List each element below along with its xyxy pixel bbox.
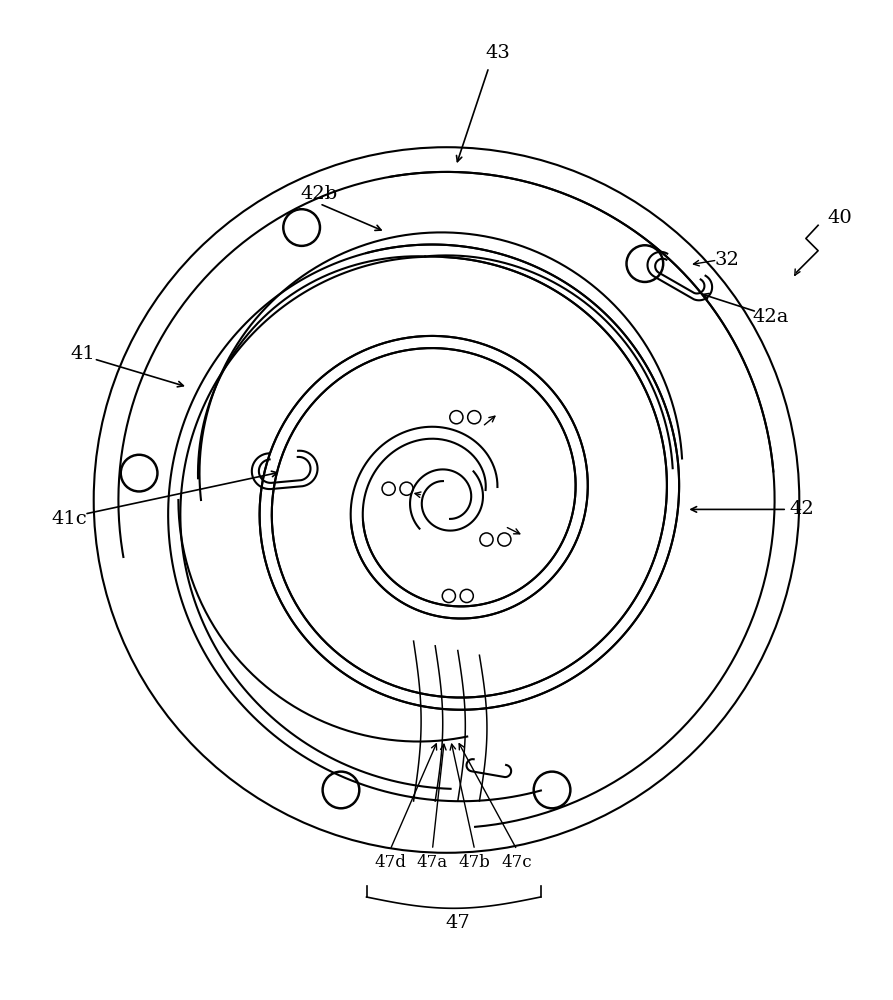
Text: 47b: 47b <box>459 854 490 871</box>
Text: 42b: 42b <box>301 185 338 203</box>
Text: 41: 41 <box>71 345 95 363</box>
Text: 47: 47 <box>446 914 470 932</box>
Text: 42: 42 <box>790 500 814 518</box>
Text: 47c: 47c <box>502 854 532 871</box>
Text: 47d: 47d <box>374 854 406 871</box>
Text: 47a: 47a <box>417 854 448 871</box>
Text: 42a: 42a <box>752 308 789 326</box>
Text: 32: 32 <box>714 251 739 269</box>
Text: 41c: 41c <box>52 510 88 528</box>
Text: 43: 43 <box>486 44 511 62</box>
Text: 40: 40 <box>828 209 852 227</box>
